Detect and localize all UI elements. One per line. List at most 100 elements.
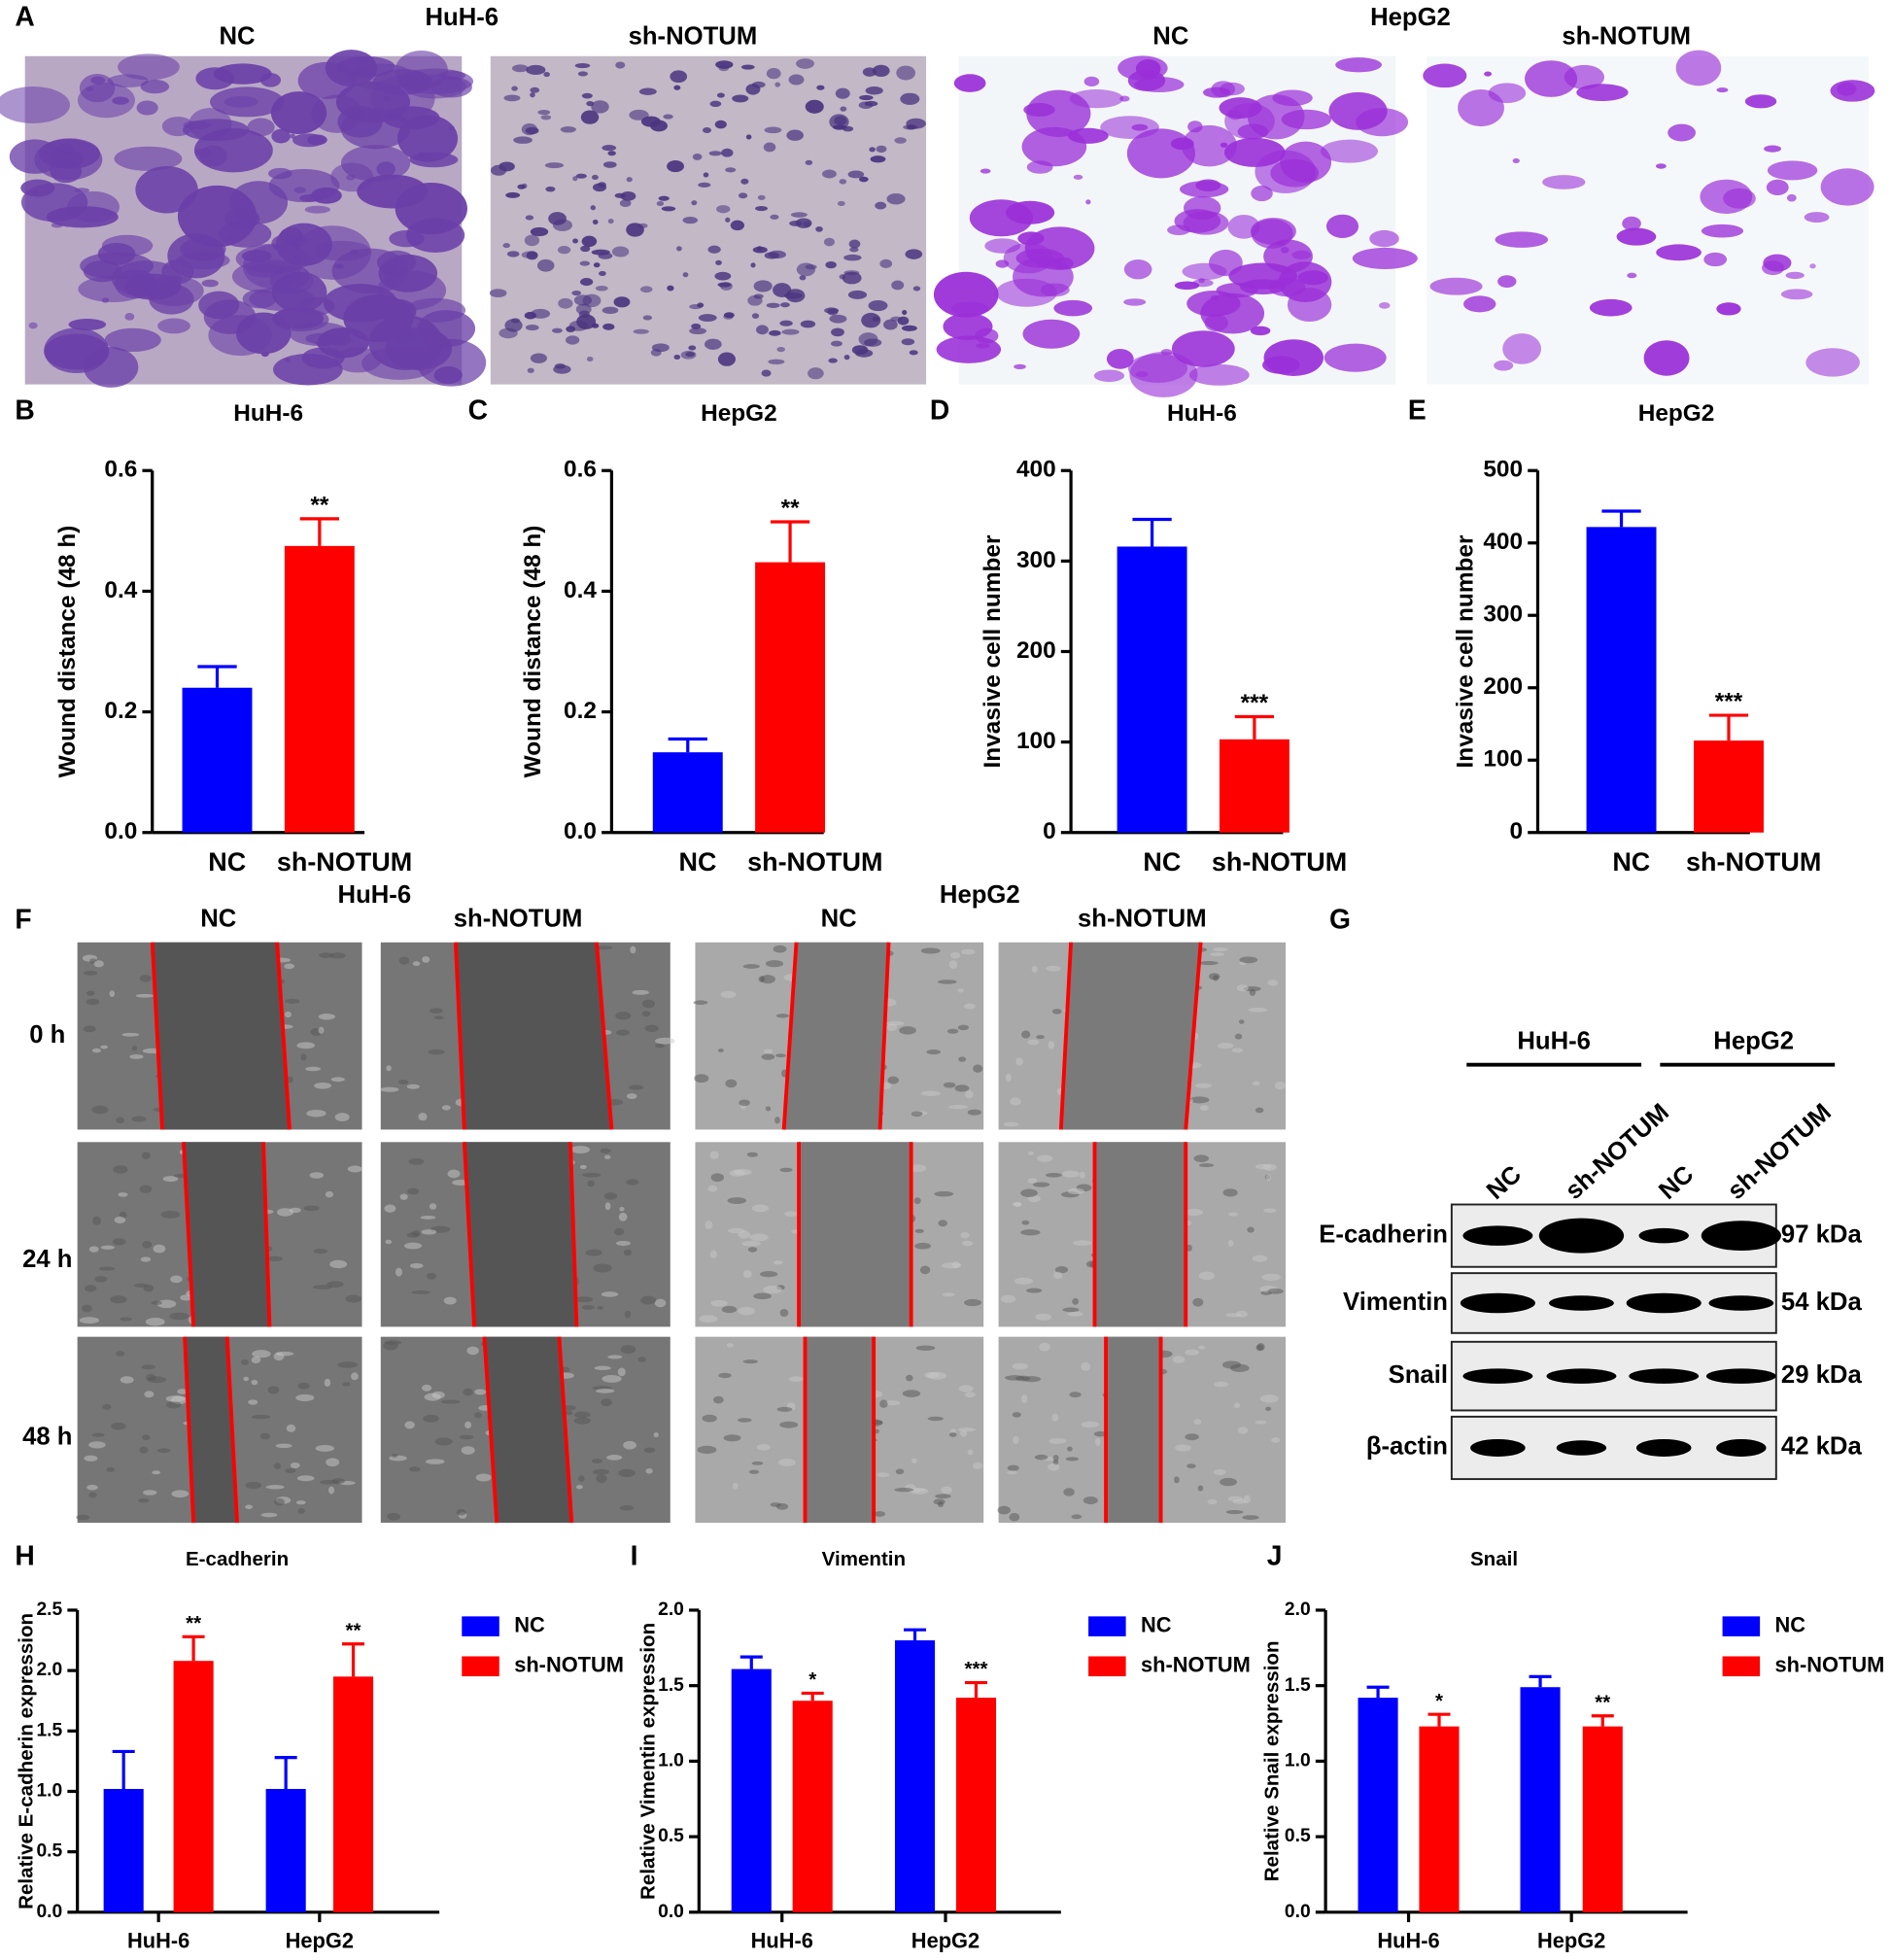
- cell: [139, 1446, 149, 1454]
- cell: [1230, 1363, 1250, 1372]
- cell: [564, 1410, 573, 1416]
- cell: [604, 1202, 611, 1211]
- cell: [1210, 952, 1225, 957]
- cell: [707, 1185, 718, 1192]
- cell: [957, 1427, 977, 1432]
- protein-label: β-actin: [1366, 1433, 1448, 1461]
- cell: [808, 367, 824, 380]
- cell-line-label: HuH-6: [425, 4, 499, 31]
- cell: [404, 1242, 423, 1250]
- cell: [1237, 123, 1269, 140]
- cell: [957, 1024, 969, 1031]
- cell: [560, 126, 576, 133]
- cell: [1525, 60, 1578, 97]
- cell: [140, 79, 170, 94]
- cell: [20, 183, 88, 223]
- cell: [602, 1374, 622, 1383]
- cell: [1324, 343, 1387, 372]
- cell: [785, 289, 806, 303]
- y-tick-label: 0.6: [564, 457, 597, 483]
- cell: [760, 975, 775, 984]
- cell: [914, 1242, 932, 1250]
- cell: [313, 1248, 328, 1255]
- cell: [763, 142, 776, 153]
- cell: [1656, 244, 1702, 261]
- cell: [1213, 1469, 1226, 1476]
- cell: [877, 1472, 890, 1478]
- size-label: 97 kDa: [1781, 1221, 1863, 1248]
- cell: [593, 1263, 612, 1273]
- cell: [88, 1441, 106, 1449]
- cell: [650, 120, 669, 132]
- cell: [577, 71, 588, 77]
- error-bar: [197, 665, 237, 688]
- cell: [957, 988, 964, 993]
- cell: [840, 106, 847, 112]
- cell: [1186, 1244, 1192, 1252]
- cell: [383, 95, 392, 102]
- micrograph: [0, 50, 487, 388]
- cell: [835, 87, 850, 99]
- cell: [347, 1165, 363, 1173]
- group-label: HepG2: [1713, 1027, 1794, 1054]
- cell: [361, 346, 437, 380]
- cell: [417, 310, 476, 348]
- cell: [1207, 1498, 1218, 1504]
- cell-line-label: HepG2: [940, 881, 1020, 909]
- cell: [426, 1272, 437, 1280]
- cell: [728, 1227, 745, 1234]
- cell: [727, 1197, 747, 1204]
- cell: [1767, 160, 1818, 181]
- cell: [1242, 1515, 1259, 1520]
- cell: [499, 327, 518, 339]
- panel-label: D: [930, 394, 949, 425]
- cell: [775, 1014, 789, 1018]
- cell: [1022, 319, 1081, 349]
- cell: [245, 1504, 254, 1510]
- cell: [641, 999, 656, 1009]
- cell: [703, 172, 709, 178]
- cell: [135, 993, 155, 998]
- cell: [456, 1508, 466, 1516]
- cell: [265, 1485, 285, 1490]
- cell: [1093, 369, 1125, 382]
- cell: [911, 1458, 917, 1463]
- cell: [742, 964, 760, 969]
- chart-title: HepG2: [701, 400, 777, 427]
- cell: [169, 1312, 189, 1321]
- cell: [441, 1105, 451, 1111]
- cell: [114, 146, 183, 171]
- cell: [88, 1492, 97, 1498]
- cell: [602, 161, 617, 168]
- cell: [710, 1173, 724, 1183]
- cell: [574, 62, 591, 69]
- bar: [731, 1668, 772, 1912]
- column-title: sh-NOTUM: [454, 905, 583, 932]
- y-tick-label: 300: [1016, 547, 1056, 573]
- cell: [603, 1192, 618, 1200]
- cell: [443, 1296, 457, 1305]
- cell: [144, 1391, 155, 1398]
- cell: [85, 1285, 97, 1292]
- cell: [670, 70, 688, 84]
- cell: [641, 1011, 651, 1017]
- cell: [965, 1090, 974, 1099]
- cell: [961, 1240, 974, 1247]
- cell: [1208, 973, 1221, 980]
- cell: [739, 1099, 750, 1107]
- cell: [152, 1470, 161, 1475]
- cell: [895, 1468, 905, 1475]
- cell: [920, 1090, 941, 1096]
- wound-edge: [183, 1336, 196, 1524]
- cell: [1027, 1151, 1034, 1156]
- cell: [337, 1361, 358, 1368]
- cell: [823, 237, 835, 247]
- cell: [639, 1295, 657, 1305]
- band: [1538, 1218, 1625, 1254]
- cell: [726, 1343, 734, 1348]
- cell: [1287, 288, 1332, 323]
- cell: [1804, 212, 1830, 224]
- cell: [242, 244, 301, 289]
- band: [1462, 1368, 1533, 1384]
